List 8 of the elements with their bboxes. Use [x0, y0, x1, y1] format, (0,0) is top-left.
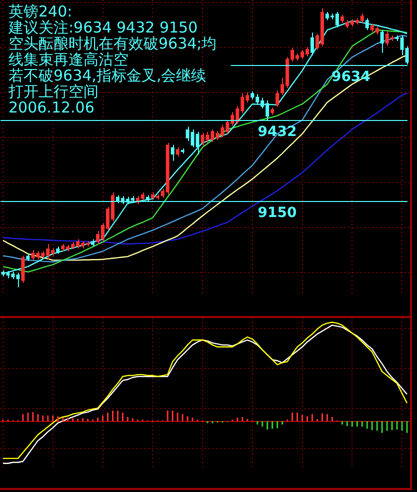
annotation: 线集束再逢高沽空	[8, 50, 129, 68]
annotation: 打开上行空间	[8, 82, 99, 100]
annotation: 9150	[258, 205, 297, 222]
annotation: 若不破9634,指标金叉,会继续	[8, 66, 206, 84]
annotation: 2006.12.06	[8, 98, 94, 116]
annotation: 建议关注:9634 9432 9150	[8, 18, 198, 36]
chart-title: 英镑240:	[8, 2, 72, 20]
annotation: 空头酝酿时机在有效破9634;均	[8, 34, 217, 52]
